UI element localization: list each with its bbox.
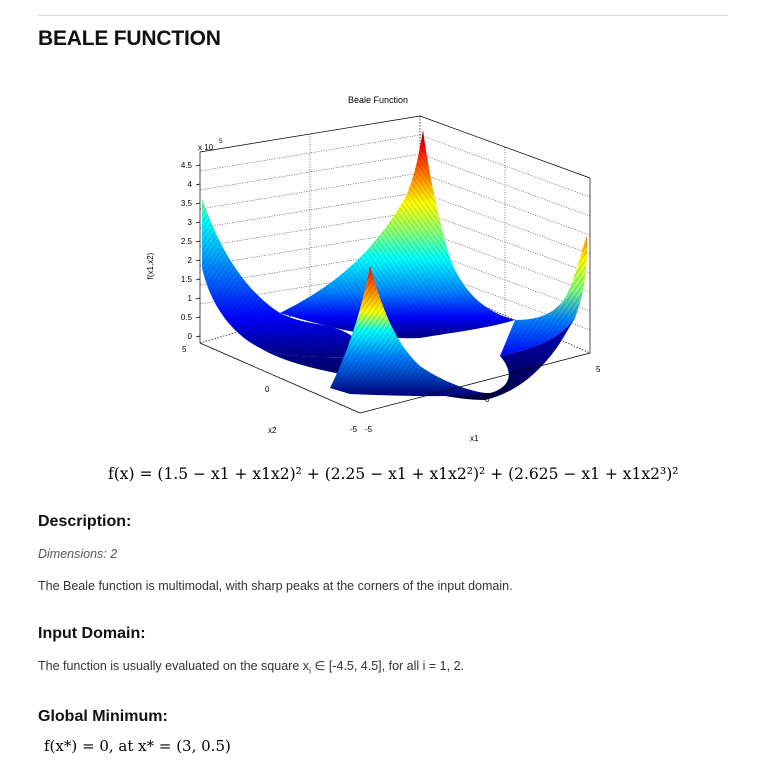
z-tick-label: 2 <box>188 256 193 265</box>
z-tick-label: 3.5 <box>181 199 193 208</box>
z-tick-label: 0 <box>188 332 193 341</box>
z-tick-label: 4.5 <box>181 161 193 170</box>
top-divider <box>38 15 728 16</box>
input-domain-heading: Input Domain: <box>38 625 146 642</box>
grid-lines <box>199 134 591 331</box>
y-tick-label: 5 <box>182 345 187 354</box>
z-axis-label: f(x1,x2) <box>146 252 155 279</box>
front-axes <box>199 342 591 414</box>
z-scale-exponent: 5 <box>219 139 223 145</box>
input-domain-text: The function is usually evaluated on the… <box>38 658 464 676</box>
surface-plot-svg: 4.5 4 3.5 3 2.5 2 1.5 1 0.5 0 x 10 5 f(x… <box>146 115 601 443</box>
z-tick-label: 1 <box>188 294 193 303</box>
description-text: The Beale function is multimodal, with s… <box>38 579 513 593</box>
z-tick-label: 0.5 <box>181 313 193 322</box>
input-domain-text-after: ∈ [-4.5, 4.5], for all i = 1, 2. <box>311 659 464 673</box>
plot-title: Beale Function <box>348 95 409 105</box>
y-tick-label: -5 <box>350 425 358 434</box>
input-domain-subscript: i <box>309 665 312 676</box>
z-axis-ticks <box>195 164 201 338</box>
formula-text: f(x) = (1.5 − x1 + x1x2)² + (2.25 − x1 +… <box>108 465 679 483</box>
surface-plot-figure: 4.5 4 3.5 3 2.5 2 1.5 1 0.5 0 x 10 5 f(x… <box>120 88 640 458</box>
description-heading: Description: <box>38 513 132 530</box>
z-scale-label: x 10 <box>198 143 214 152</box>
z-tick-label: 3 <box>188 218 193 227</box>
z-tick-label: 2.5 <box>181 237 193 246</box>
global-minimum-formula: f(x*) = 0, at x* = (3, 0.5) <box>44 737 231 755</box>
z-tick-label: 1.5 <box>181 275 193 284</box>
z-tick-label: 4 <box>188 180 193 189</box>
input-domain-text-before: The function is usually evaluated on the… <box>38 659 310 673</box>
global-minimum-heading: Global Minimum: <box>38 708 168 725</box>
x-tick-label: 5 <box>596 365 601 374</box>
y-axis-label: x2 <box>268 426 277 435</box>
y-tick-label: 0 <box>265 385 270 394</box>
x-axis-label: x1 <box>470 434 479 443</box>
dimensions-text: Dimensions: 2 <box>38 547 118 561</box>
x-tick-label: 0 <box>485 395 490 404</box>
function-formula: f(x) = (1.5 − x1 + x1x2)² + (2.25 − x1 +… <box>108 465 678 483</box>
x-tick-label: -5 <box>365 425 373 434</box>
page-title: BEALE FUNCTION <box>38 27 221 50</box>
